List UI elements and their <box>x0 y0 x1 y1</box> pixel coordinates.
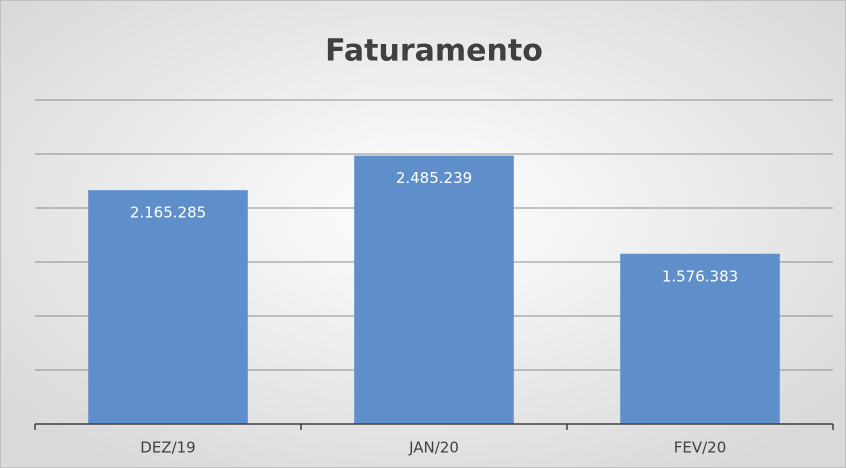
bar <box>620 253 780 424</box>
x-tick-label: JAN/20 <box>408 439 459 457</box>
x-tick-label: DEZ/19 <box>140 439 195 457</box>
chart-title: Faturamento <box>325 34 543 69</box>
data-label: 2.485.239 <box>396 169 472 187</box>
data-label: 2.165.285 <box>130 204 206 222</box>
data-label: 1.576.383 <box>662 267 738 285</box>
bar <box>354 155 514 425</box>
bar <box>88 190 248 424</box>
x-tick-label: FEV/20 <box>674 439 727 457</box>
